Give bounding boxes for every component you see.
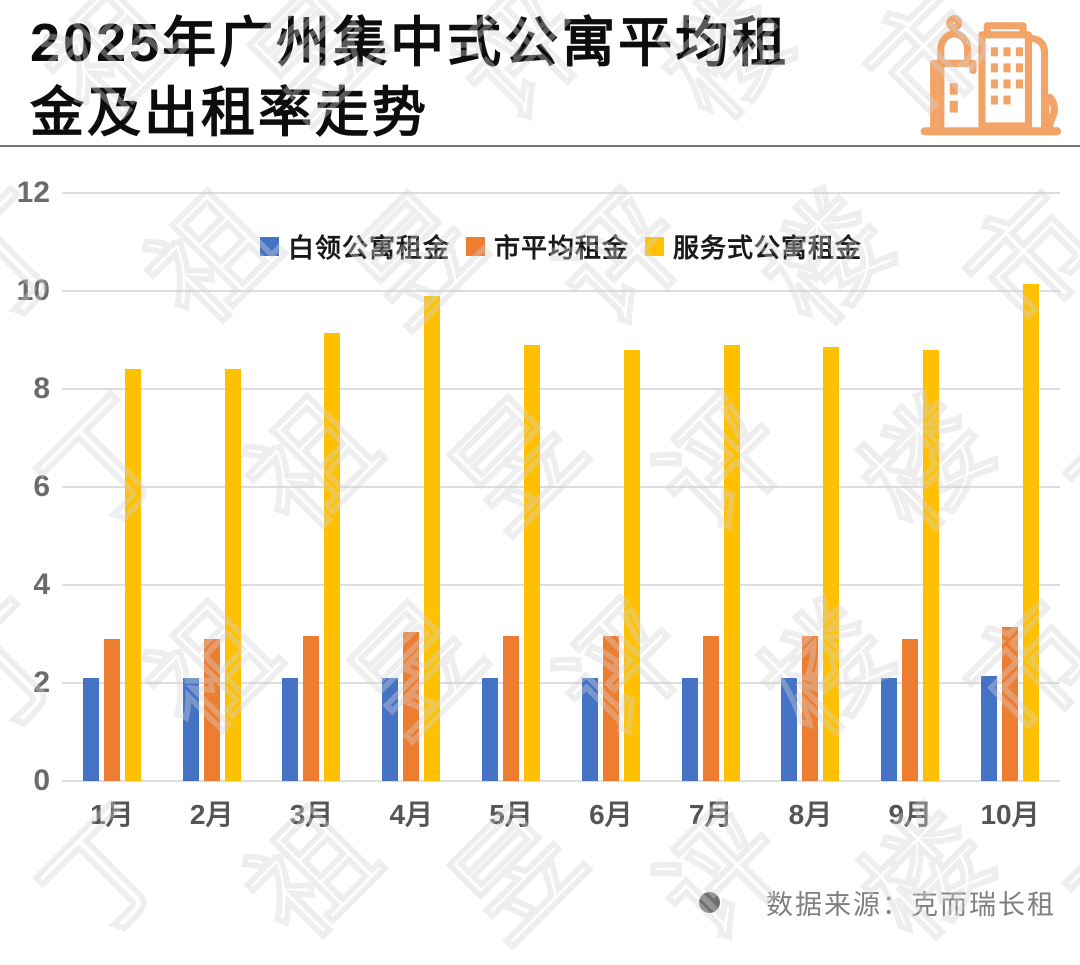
bar-group-2月 bbox=[182, 193, 241, 781]
bar-group-8月 bbox=[781, 193, 840, 781]
bar-group-9月 bbox=[881, 193, 940, 781]
bar-segment bbox=[802, 636, 819, 781]
y-tick-label: 4 bbox=[33, 567, 50, 601]
bar-segment bbox=[1002, 626, 1019, 781]
bar-segment bbox=[324, 332, 341, 781]
page-title-line1: 2025年广州集中式公寓平均租 bbox=[30, 13, 790, 73]
bar-segment bbox=[702, 636, 719, 781]
bar-segment bbox=[403, 631, 420, 781]
page-title: 2025年广州集中式公寓平均租 金及出租率走势 bbox=[30, 8, 930, 148]
y-tick-label: 8 bbox=[33, 371, 50, 405]
legend-swatch-icon bbox=[259, 237, 279, 256]
bar-segment bbox=[902, 638, 919, 781]
bar-segment bbox=[781, 678, 798, 781]
bar-segment bbox=[681, 678, 698, 781]
watermark-glyph: 丁 bbox=[0, 0, 4, 151]
legend-item: 市平均租金 bbox=[465, 228, 630, 265]
bar-segment bbox=[723, 344, 740, 781]
bar-segment bbox=[981, 675, 998, 781]
data-source-footer: 数据来源：克而瑞长租 bbox=[699, 883, 1056, 922]
gridline bbox=[62, 780, 1060, 782]
bar-group-1月 bbox=[82, 193, 141, 781]
x-axis-label: 2月 bbox=[189, 799, 234, 830]
chart-legend: 白领公寓租金 市平均租金 服务式公寓租金 bbox=[259, 228, 862, 265]
bar-segment bbox=[303, 636, 320, 781]
x-axis-label: 5月 bbox=[489, 799, 533, 830]
legend-label: 市平均租金 bbox=[493, 233, 630, 263]
bar-segment bbox=[581, 678, 598, 781]
bar-group-10月 bbox=[981, 193, 1040, 781]
bar-group-6月 bbox=[581, 193, 640, 781]
bar-segment bbox=[503, 636, 520, 781]
x-axis: 1月 2月 3月 4月 5月 6月 7月 8月 9月 10月 bbox=[62, 793, 1060, 833]
gridline bbox=[62, 583, 1060, 586]
bar-segment bbox=[623, 349, 640, 781]
bar-group-7月 bbox=[681, 193, 740, 781]
gridline bbox=[62, 486, 1060, 488]
x-axis-label: 4月 bbox=[389, 799, 434, 830]
gridline bbox=[62, 289, 1060, 292]
page-title-line2: 金及出租率走势 bbox=[30, 83, 429, 143]
bullet-dot-icon bbox=[699, 892, 720, 913]
legend-item: 白领公寓租金 bbox=[259, 228, 450, 265]
bar-segment bbox=[82, 678, 99, 781]
gridline bbox=[62, 682, 1060, 684]
header-divider bbox=[0, 145, 1080, 147]
y-tick-label: 10 bbox=[16, 273, 50, 307]
y-tick-label: 2 bbox=[33, 666, 50, 699]
legend-swatch-icon bbox=[645, 237, 665, 256]
bar-segment bbox=[282, 678, 299, 781]
x-axis-label: 1月 bbox=[90, 799, 134, 830]
x-axis-label: 8月 bbox=[788, 799, 833, 830]
legend-item: 服务式公寓租金 bbox=[645, 228, 862, 265]
legend-label: 服务式公寓租金 bbox=[673, 233, 863, 263]
y-tick-label: 6 bbox=[33, 470, 50, 503]
bar-segment bbox=[923, 349, 940, 781]
legend-swatch-icon bbox=[465, 237, 485, 256]
chart-plot-area bbox=[62, 192, 1060, 782]
bar-segment bbox=[382, 678, 399, 781]
bar-group-5月 bbox=[482, 193, 541, 781]
data-source-text: 数据来源：克而瑞长租 bbox=[766, 890, 1056, 920]
bar-segment bbox=[524, 344, 541, 781]
bar-segment bbox=[482, 678, 499, 781]
bar-segment bbox=[103, 638, 120, 781]
bar-segment bbox=[881, 678, 898, 781]
city-buildings-icon bbox=[920, 15, 1062, 136]
bars-row bbox=[62, 193, 1060, 781]
x-axis-label: 6月 bbox=[589, 799, 633, 830]
bar-group-3月 bbox=[282, 193, 341, 781]
x-axis-label: 10月 bbox=[980, 799, 1040, 830]
y-axis: 0 2 4 6 8 10 12 bbox=[6, 176, 50, 797]
bar-segment bbox=[823, 347, 840, 781]
bar-segment bbox=[1023, 283, 1040, 781]
gridline bbox=[62, 192, 1060, 194]
bar-segment bbox=[182, 678, 199, 781]
x-axis-label: 9月 bbox=[888, 799, 933, 830]
x-axis-label: 7月 bbox=[688, 799, 733, 830]
bar-segment bbox=[424, 295, 441, 781]
bar-segment bbox=[224, 369, 241, 781]
y-tick-label: 0 bbox=[33, 764, 50, 797]
legend-label: 白领公寓租金 bbox=[287, 233, 450, 263]
bar-segment bbox=[203, 638, 220, 781]
bar-segment bbox=[124, 369, 141, 781]
x-axis-label: 3月 bbox=[289, 799, 334, 830]
bar-group-4月 bbox=[382, 193, 441, 781]
y-tick-label: 12 bbox=[16, 176, 50, 209]
gridline bbox=[62, 387, 1060, 390]
bar-segment bbox=[602, 636, 619, 781]
